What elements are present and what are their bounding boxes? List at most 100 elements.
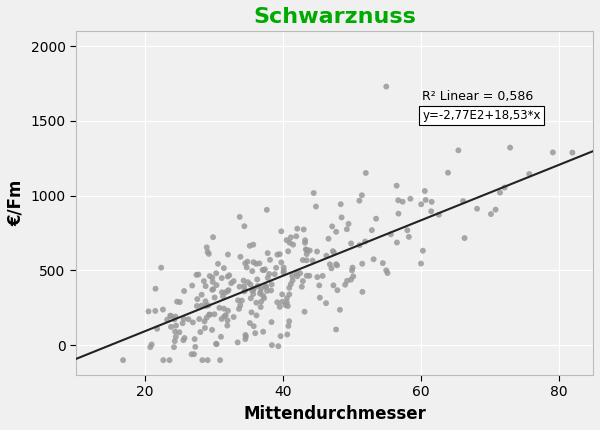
Point — [171, 322, 181, 329]
Point — [215, 304, 224, 311]
Point — [275, 304, 284, 310]
Point — [241, 336, 250, 343]
Point — [315, 294, 325, 301]
Point — [300, 240, 310, 246]
Point — [208, 279, 218, 286]
Point — [346, 276, 356, 283]
Point — [277, 259, 286, 266]
Point — [278, 298, 287, 305]
Point — [281, 301, 290, 308]
Point — [460, 235, 469, 242]
Point — [152, 326, 162, 332]
Point — [348, 264, 358, 271]
Point — [219, 305, 229, 312]
Point — [260, 266, 270, 273]
Point — [223, 251, 233, 258]
Point — [284, 318, 294, 325]
Point — [328, 248, 338, 255]
Point — [305, 272, 314, 279]
Point — [486, 211, 496, 218]
Point — [275, 251, 284, 258]
Point — [267, 281, 277, 288]
Point — [367, 227, 377, 233]
Point — [302, 257, 311, 264]
Point — [217, 316, 226, 322]
Point — [258, 267, 268, 273]
Point — [203, 249, 212, 255]
Point — [274, 343, 283, 350]
Point — [329, 282, 338, 289]
Point — [208, 274, 217, 281]
Point — [251, 299, 261, 306]
Point — [349, 273, 358, 280]
Point — [300, 308, 310, 315]
Y-axis label: €/Fm: €/Fm — [7, 180, 25, 226]
Point — [248, 291, 258, 298]
Point — [336, 201, 346, 208]
Point — [246, 295, 256, 302]
Point — [332, 262, 342, 269]
Point — [151, 307, 160, 314]
Point — [211, 340, 221, 347]
Point — [170, 316, 179, 323]
Point — [165, 357, 175, 364]
Point — [443, 169, 453, 176]
Point — [235, 283, 244, 290]
Point — [212, 341, 221, 347]
Point — [248, 259, 258, 266]
Point — [383, 270, 392, 276]
Point — [241, 260, 250, 267]
Point — [295, 270, 305, 276]
Point — [248, 287, 258, 294]
Point — [416, 260, 426, 267]
Point — [505, 144, 515, 151]
Point — [416, 201, 426, 208]
Point — [178, 320, 187, 327]
Point — [170, 328, 180, 335]
Point — [548, 149, 557, 156]
Point — [331, 326, 341, 333]
Point — [427, 198, 436, 205]
Point — [267, 342, 277, 349]
Point — [243, 279, 253, 286]
Point — [204, 250, 214, 257]
Point — [197, 291, 206, 298]
X-axis label: Mittendurchmesser: Mittendurchmesser — [243, 405, 426, 423]
Point — [313, 273, 322, 280]
Point — [311, 203, 321, 210]
Point — [223, 307, 233, 314]
Point — [256, 298, 266, 305]
Point — [223, 322, 232, 329]
Point — [213, 261, 223, 267]
Point — [284, 322, 293, 329]
Point — [145, 344, 155, 350]
Point — [157, 264, 166, 271]
Point — [166, 312, 175, 319]
Point — [143, 308, 153, 315]
Point — [240, 287, 250, 294]
Point — [325, 261, 335, 268]
Point — [472, 205, 482, 212]
Point — [286, 234, 296, 241]
Point — [568, 149, 577, 156]
Point — [203, 302, 213, 309]
Point — [207, 326, 217, 333]
Point — [282, 237, 292, 243]
Point — [524, 171, 534, 178]
Point — [297, 283, 307, 290]
Point — [283, 303, 293, 310]
Point — [361, 169, 371, 176]
Point — [180, 335, 190, 341]
Point — [199, 278, 209, 285]
Text: R² Linear = 0,586: R² Linear = 0,586 — [422, 90, 533, 104]
Point — [322, 252, 331, 259]
Point — [215, 357, 225, 364]
Point — [491, 206, 500, 213]
Point — [285, 240, 295, 246]
Point — [299, 226, 308, 233]
Point — [265, 256, 275, 263]
Point — [276, 333, 286, 340]
Point — [223, 317, 232, 324]
Point — [262, 288, 272, 295]
Point — [256, 285, 266, 292]
